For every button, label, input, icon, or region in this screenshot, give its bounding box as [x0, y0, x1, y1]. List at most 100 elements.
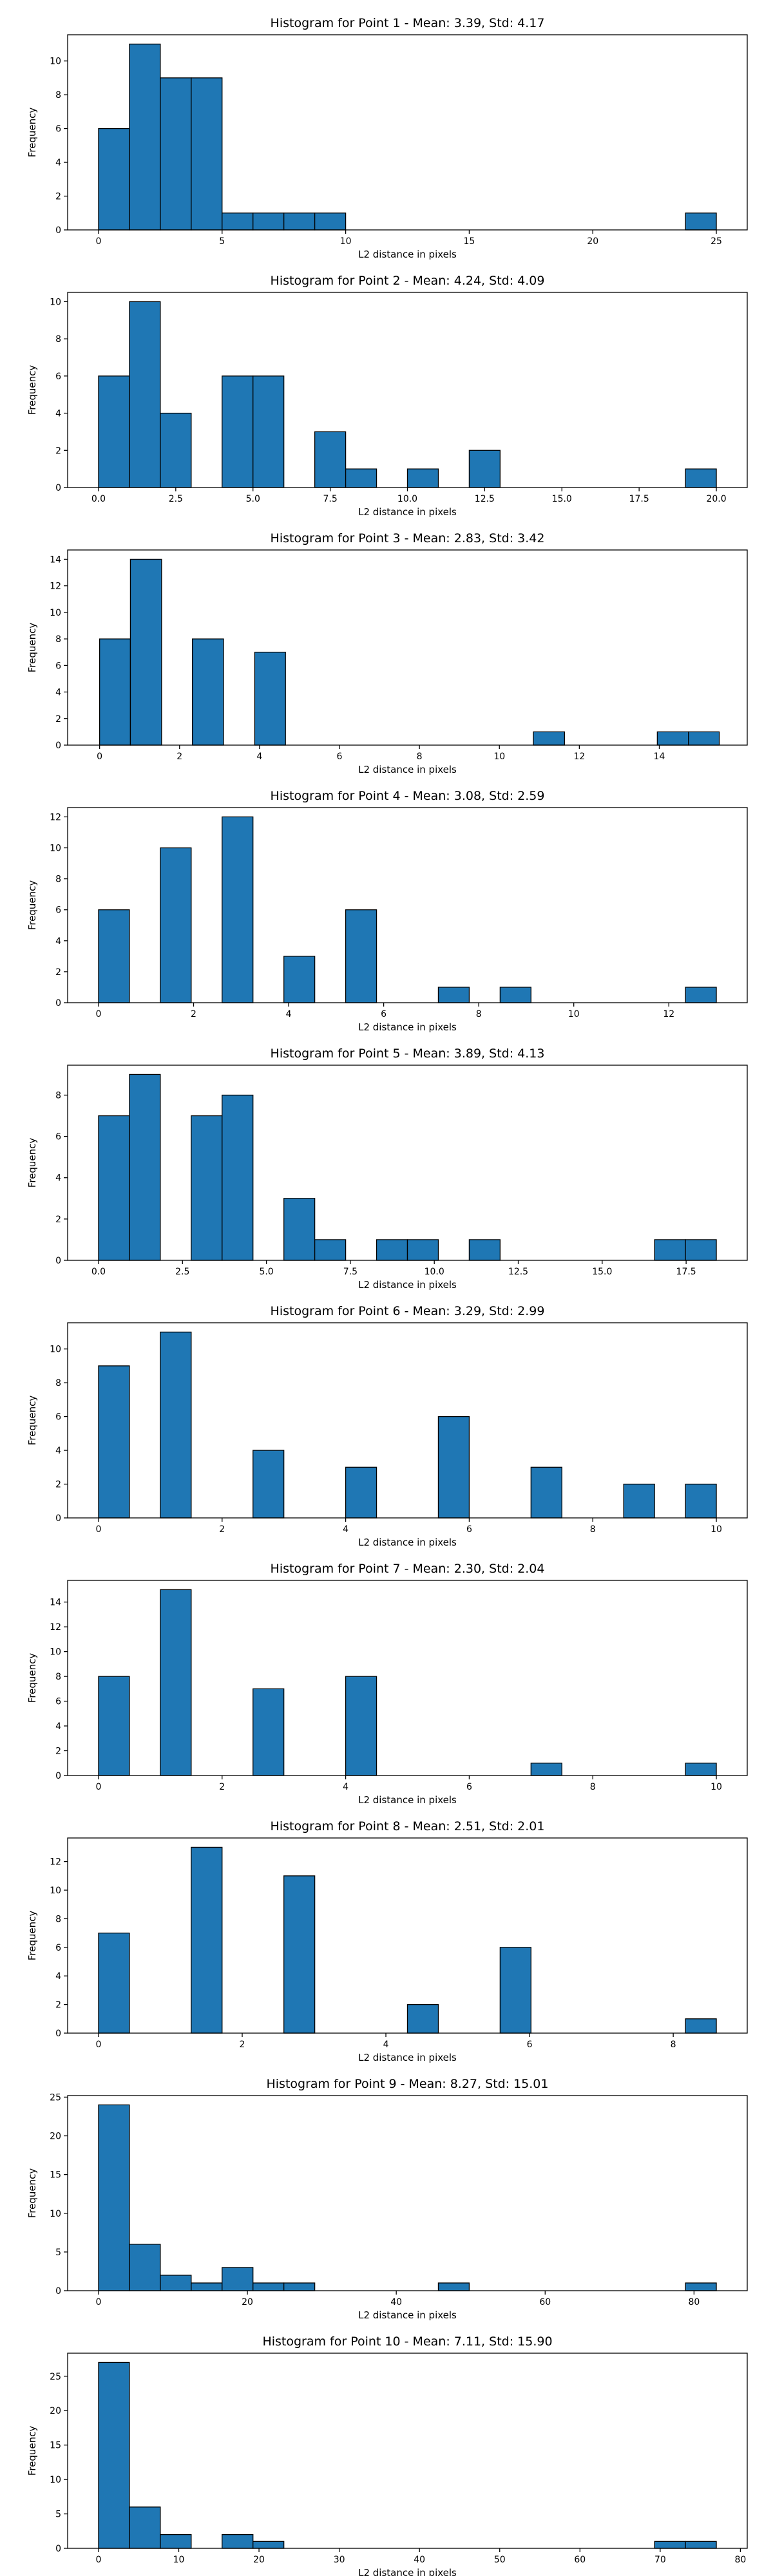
y-tick-label: 10	[50, 2209, 61, 2219]
x-tick-label: 10	[568, 1009, 580, 1019]
x-tick-label: 0	[95, 2297, 101, 2307]
y-tick-label: 10	[50, 844, 61, 854]
chart-title: Histogram for Point 4 - Mean: 3.08, Std:…	[271, 789, 545, 803]
y-tick-label: 4	[55, 1971, 61, 1982]
y-tick-label: 10	[50, 57, 61, 67]
histogram-chart-4: Histogram for Point 4 - Mean: 3.08, Std:…	[26, 789, 748, 1033]
y-tick-label: 15	[50, 2170, 61, 2181]
histogram-bar	[499, 987, 531, 1003]
x-tick-label: 12	[663, 1009, 674, 1019]
y-tick-label: 6	[55, 661, 61, 671]
x-tick-label: 10.0	[425, 1267, 444, 1277]
x-tick-label: 8	[590, 1782, 596, 1792]
y-tick-label: 20	[50, 2132, 61, 2142]
x-axis-label: L2 distance in pixels	[358, 1537, 457, 1548]
plot-frame	[67, 34, 748, 231]
x-tick-label: 2	[177, 752, 182, 762]
histogram-chart-9: Histogram for Point 9 - Mean: 8.27, Std:…	[26, 2077, 748, 2321]
histogram-bar	[129, 2244, 161, 2291]
histogram-bar	[345, 909, 377, 1003]
histogram-bar	[98, 2104, 130, 2291]
chart-title: Histogram for Point 2 - Mean: 4.24, Std:…	[271, 274, 545, 288]
histogram-bar	[253, 213, 285, 231]
plot-frame	[67, 807, 748, 1003]
x-tick-label: 8	[476, 1009, 482, 1019]
histogram-chart-10: Histogram for Point 10 - Mean: 7.11, Std…	[26, 2334, 748, 2576]
x-tick-label: 80	[688, 2297, 700, 2307]
y-axis-label: Frequency	[26, 1653, 38, 1703]
plot-frame	[67, 1580, 748, 1776]
x-tick-label: 6	[337, 752, 343, 762]
x-tick-label: 10	[493, 752, 505, 762]
histogram-bar	[499, 1947, 531, 2034]
y-tick-label: 8	[55, 1090, 61, 1101]
histogram-bar	[283, 956, 316, 1003]
histogram-bar	[160, 412, 192, 488]
histogram-bar	[437, 987, 470, 1003]
histogram-bar	[656, 731, 689, 746]
y-tick-label: 0	[55, 2029, 61, 2039]
chart-title: Histogram for Point 3 - Mean: 2.83, Std:…	[271, 531, 545, 545]
x-tick-label: 2	[191, 1009, 196, 1019]
plot-frame	[67, 1322, 748, 1519]
histogram-bar	[129, 301, 161, 488]
histogram-bar	[98, 1365, 130, 1519]
x-tick-label: 20.0	[706, 494, 726, 504]
histogram-chart-3: Histogram for Point 3 - Mean: 2.83, Std:…	[26, 531, 748, 775]
y-tick-label: 6	[55, 1412, 61, 1423]
y-tick-label: 0	[55, 741, 61, 751]
histogram-bar	[345, 468, 377, 488]
histogram-bar	[98, 2362, 130, 2549]
y-tick-label: 0	[55, 225, 61, 236]
histogram-bar	[345, 1676, 377, 1776]
y-tick-label: 15	[50, 2441, 61, 2451]
y-tick-label: 2	[55, 1480, 61, 1490]
histogram-bar	[283, 1875, 316, 2034]
histogram-bar	[222, 2267, 254, 2291]
y-axis-label: Frequency	[26, 2426, 38, 2476]
x-tick-label: 17.5	[676, 1267, 696, 1277]
x-tick-label: 80	[734, 2555, 746, 2565]
histogram-bar	[283, 1198, 316, 1261]
x-axis-label: L2 distance in pixels	[358, 2567, 457, 2576]
x-tick-label: 0	[95, 1009, 101, 1019]
y-tick-label: 0	[55, 998, 61, 1009]
x-tick-label: 25	[711, 236, 722, 247]
x-tick-label: 2	[240, 2040, 245, 2050]
x-tick-label: 12	[573, 752, 585, 762]
x-tick-label: 6	[527, 2040, 533, 2050]
y-tick-label: 5	[55, 2510, 61, 2520]
y-tick-label: 4	[55, 1446, 61, 1456]
x-tick-label: 60	[539, 2297, 551, 2307]
plot-frame	[67, 2095, 748, 2291]
y-tick-label: 25	[50, 2092, 61, 2103]
x-tick-label: 2	[219, 1524, 225, 1535]
x-tick-label: 5	[219, 236, 225, 247]
x-tick-label: 2	[219, 1782, 225, 1792]
x-axis-label: L2 distance in pixels	[358, 1279, 457, 1291]
x-axis-label: L2 distance in pixels	[358, 506, 457, 518]
y-tick-label: 2	[55, 1215, 61, 1225]
histogram-chart-5: Histogram for Point 5 - Mean: 3.89, Std:…	[26, 1046, 748, 1291]
y-tick-label: 4	[55, 158, 61, 168]
y-tick-label: 10	[50, 2475, 61, 2485]
plot-frame	[67, 549, 748, 746]
histogram-bar	[654, 1239, 686, 1261]
histogram-bar	[314, 213, 347, 231]
histogram-chart-8: Histogram for Point 8 - Mean: 2.51, Std:…	[26, 1819, 748, 2063]
chart-title: Histogram for Point 9 - Mean: 8.27, Std:…	[266, 2077, 548, 2091]
histogram-bar	[253, 375, 285, 488]
histogram-bar	[222, 213, 254, 231]
y-tick-label: 8	[55, 90, 61, 100]
y-tick-label: 4	[55, 1173, 61, 1184]
x-tick-label: 50	[494, 2555, 506, 2565]
x-tick-label: 0	[97, 752, 102, 762]
y-tick-label: 6	[55, 1943, 61, 1953]
y-tick-label: 5	[55, 2248, 61, 2258]
x-tick-label: 5.0	[259, 1267, 273, 1277]
histogram-chart-6: Histogram for Point 6 - Mean: 3.29, Std:…	[26, 1304, 748, 1548]
histogram-bar	[98, 128, 130, 231]
histogram-bar	[376, 1239, 408, 1261]
y-tick-label: 6	[55, 905, 61, 916]
